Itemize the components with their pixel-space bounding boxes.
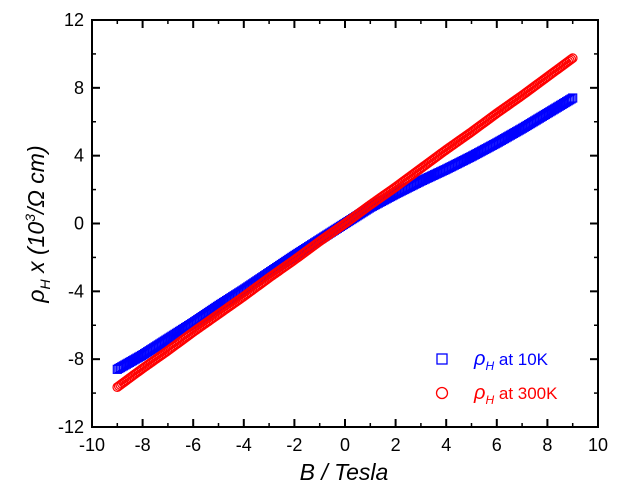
y-tick-label: -8 — [68, 349, 84, 369]
y-axis-title: ρH x (103/Ω cm) — [22, 145, 53, 303]
y-axis-title-pre: x (10 — [23, 222, 49, 280]
legend-label-rho: ρ — [473, 348, 485, 370]
x-tick-label: 2 — [391, 435, 401, 455]
series-10k — [112, 93, 578, 374]
legend-label-rho: ρ — [473, 382, 485, 404]
x-tick-label: -8 — [135, 435, 151, 455]
y-tick-label: 8 — [74, 78, 84, 98]
data-point-circle — [564, 55, 575, 66]
data-point-square — [566, 94, 576, 104]
data-point-square — [568, 93, 578, 103]
x-tick-label: 10 — [588, 435, 608, 455]
y-tick-label: -4 — [68, 281, 84, 301]
x-tick-label: 0 — [340, 435, 350, 455]
legend-label-text: at 300K — [494, 384, 558, 403]
x-tick-label: 4 — [441, 435, 451, 455]
legend-label-subscript: H — [485, 359, 494, 373]
x-tick-label: -2 — [286, 435, 302, 455]
legend-label-subscript: H — [485, 393, 494, 407]
y-tick-label: 4 — [74, 146, 84, 166]
data-point-square — [565, 95, 575, 105]
x-axis-title: B / Tesla — [300, 459, 389, 485]
data-layer — [112, 53, 578, 393]
legend-label: ρH at 10K — [473, 348, 549, 373]
y-tick-label: -12 — [58, 417, 84, 437]
x-tick-label: -4 — [236, 435, 252, 455]
y-axis-title-rho: ρ — [23, 289, 49, 303]
y-axis-title-post: /Ω cm) — [23, 145, 49, 216]
y-axis-title-subscript: H — [37, 278, 53, 289]
ticks-layer: -10 -8 -6 -4 -2 0 2 4 6 8 10 -12 -8 -4 0 4 8 12 — [58, 10, 608, 455]
x-tick-label: 6 — [492, 435, 502, 455]
legend-label: ρH at 300K — [473, 382, 558, 407]
legend-label-text: at 10K — [494, 350, 549, 369]
y-tick-label: 12 — [64, 10, 84, 30]
y-axis-title-superscript: 3 — [22, 214, 38, 222]
x-tick-label: -6 — [185, 435, 201, 455]
x-tick-label: 8 — [542, 435, 552, 455]
series-300k — [112, 53, 578, 393]
y-tick-label: 0 — [74, 214, 84, 234]
data-point-circle — [567, 53, 578, 64]
x-tick-label: -10 — [79, 435, 105, 455]
legend-circle-icon — [435, 386, 449, 400]
legend-square-icon — [436, 353, 448, 365]
data-point-circle — [566, 54, 577, 65]
